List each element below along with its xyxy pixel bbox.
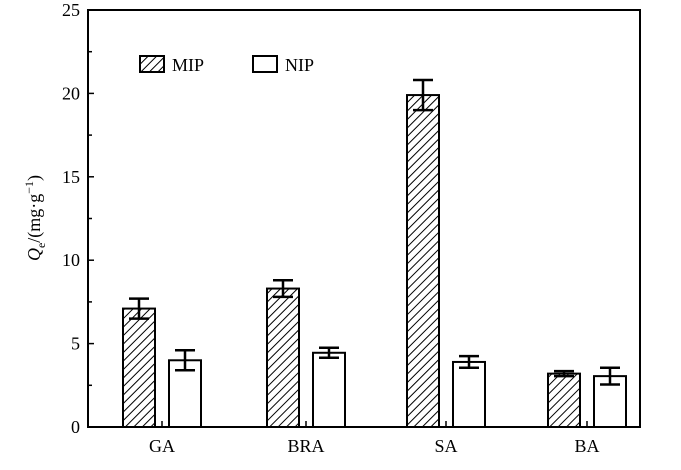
legend: MIP NIP — [139, 55, 314, 75]
legend-label-mip: MIP — [172, 55, 204, 75]
x-tick-label: BA — [574, 436, 599, 456]
bar-mip-sa — [406, 94, 440, 429]
error-bar-nip-ga — [175, 349, 195, 372]
y-tick-label: 20 — [62, 83, 80, 103]
y-tick-label: 10 — [62, 250, 80, 270]
y-axis: 0 5 10 15 20 25 — [62, 0, 94, 437]
bar-nip-bra — [312, 351, 346, 428]
y-tick-label: 15 — [62, 167, 80, 187]
legend-swatch-mip — [139, 55, 165, 73]
x-tick-label: BRA — [287, 436, 324, 456]
error-bar-nip-sa — [459, 354, 479, 370]
error-bar-mip-ba — [554, 369, 574, 378]
bar-mip-ba — [547, 372, 581, 428]
bar-mip-ga — [122, 307, 156, 428]
x-tick-label: GA — [149, 436, 175, 456]
error-bar-mip-ga — [129, 297, 149, 320]
error-bar-mip-sa — [413, 78, 433, 112]
error-bar-mip-bra — [273, 278, 293, 299]
error-bar-nip-bra — [319, 346, 339, 360]
bars — [122, 78, 627, 429]
y-tick-label: 25 — [62, 0, 80, 20]
y-axis-label: Qe/(mg·g−1) — [22, 175, 48, 261]
bar-nip-sa — [452, 360, 486, 428]
error-bar-nip-ba — [600, 366, 620, 386]
y-tick-label: 5 — [71, 334, 80, 354]
x-tick-label: SA — [434, 436, 457, 456]
x-axis: GA BRA SA BA — [149, 421, 600, 456]
legend-label-nip: NIP — [285, 55, 314, 75]
bar-mip-bra — [266, 287, 300, 428]
y-tick-label: 0 — [71, 417, 80, 437]
legend-swatch-nip — [252, 55, 278, 73]
